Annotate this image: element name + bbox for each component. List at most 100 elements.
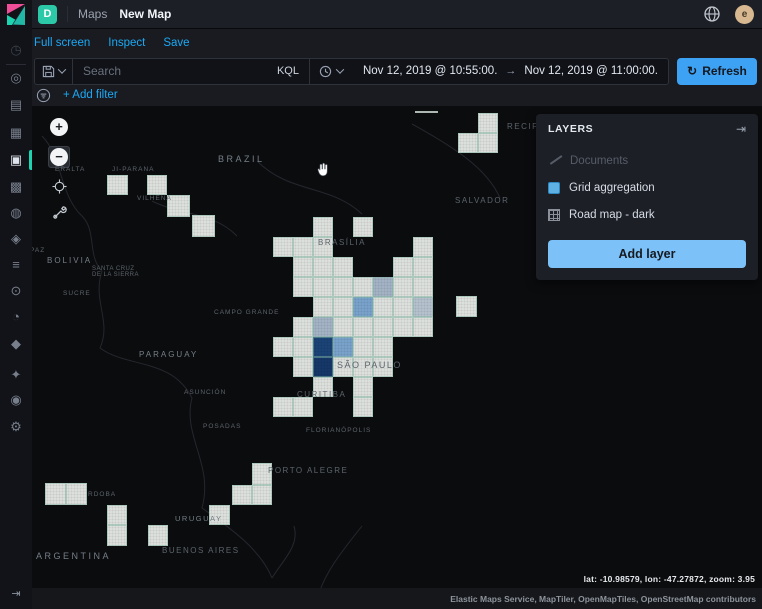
grid-cell[interactable] bbox=[333, 277, 353, 297]
add-filter-button[interactable]: + Add filter bbox=[63, 89, 118, 101]
grid-cell[interactable] bbox=[373, 337, 393, 357]
globe-icon[interactable] bbox=[703, 5, 721, 23]
layer-row-documents[interactable]: Documents bbox=[548, 147, 746, 174]
grid-cell[interactable] bbox=[167, 195, 190, 217]
grid-cell[interactable] bbox=[232, 485, 252, 505]
grid-cell[interactable] bbox=[313, 257, 333, 277]
sidebar-item-dashboard[interactable]: ▦ bbox=[9, 125, 23, 140]
layer-row-grid-aggregation[interactable]: Grid aggregation bbox=[548, 174, 746, 201]
grid-cell[interactable] bbox=[393, 297, 413, 317]
inspect-button[interactable]: Inspect bbox=[108, 36, 146, 49]
time-picker-menu-button[interactable] bbox=[308, 58, 353, 84]
grid-cell[interactable] bbox=[393, 277, 413, 297]
search-input[interactable] bbox=[73, 64, 267, 78]
grid-cell[interactable] bbox=[313, 277, 333, 297]
grid-cell[interactable] bbox=[373, 277, 393, 297]
grid-cell[interactable] bbox=[413, 317, 433, 337]
grid-cell[interactable] bbox=[333, 257, 353, 277]
grid-cell[interactable] bbox=[373, 357, 393, 377]
grid-cell[interactable] bbox=[273, 237, 293, 257]
save-button[interactable]: Save bbox=[163, 36, 190, 49]
grid-cell[interactable] bbox=[353, 357, 373, 377]
grid-cell[interactable] bbox=[393, 257, 413, 277]
saved-query-menu-button[interactable] bbox=[35, 58, 73, 84]
sidebar-item-discover[interactable]: ◎ bbox=[10, 70, 22, 85]
kibana-logo-icon[interactable] bbox=[6, 4, 26, 25]
zoom-out-button[interactable]: − bbox=[48, 146, 70, 168]
grid-cell[interactable] bbox=[333, 337, 353, 357]
breadcrumb-maps[interactable]: Maps bbox=[78, 7, 108, 21]
grid-cell[interactable] bbox=[313, 337, 333, 357]
sidebar-item-monitoring[interactable]: ◉ bbox=[10, 392, 22, 407]
grid-cell[interactable] bbox=[293, 237, 313, 257]
layers-collapse-icon[interactable]: ⇥ bbox=[735, 122, 746, 136]
grid-cell[interactable] bbox=[293, 337, 313, 357]
grid-cell[interactable] bbox=[413, 277, 433, 297]
grid-cell[interactable] bbox=[273, 337, 293, 357]
grid-cell[interactable] bbox=[353, 337, 373, 357]
grid-cell[interactable] bbox=[413, 297, 433, 317]
grid-cell[interactable] bbox=[293, 357, 313, 377]
grid-cell[interactable] bbox=[353, 397, 373, 417]
grid-cell[interactable] bbox=[293, 277, 313, 297]
grid-cell[interactable] bbox=[148, 525, 168, 546]
grid-cell[interactable] bbox=[252, 463, 272, 485]
user-avatar[interactable]: e bbox=[735, 4, 754, 24]
full-screen-button[interactable]: Full screen bbox=[34, 36, 91, 49]
map-canvas[interactable]: + − bbox=[32, 106, 762, 609]
map-attribution[interactable]: Elastic Maps Service, MapTiler, OpenMapT… bbox=[450, 593, 756, 604]
grid-cell[interactable] bbox=[353, 277, 373, 297]
sidebar-item-canvas[interactable]: ▩ bbox=[9, 179, 23, 194]
sidebar-item-maps[interactable]: ▣ bbox=[9, 152, 23, 167]
sidebar-item-uptime[interactable]: ◔ bbox=[12, 309, 20, 324]
grid-cell[interactable] bbox=[478, 133, 498, 153]
grid-cell[interactable] bbox=[313, 217, 333, 237]
grid-cell[interactable] bbox=[313, 297, 333, 317]
layer-row-road-map-dark[interactable]: Road map - dark bbox=[548, 201, 746, 228]
grid-cell[interactable] bbox=[107, 505, 127, 525]
grid-cell[interactable] bbox=[353, 317, 373, 337]
grid-cell[interactable] bbox=[313, 317, 333, 337]
grid-cell[interactable] bbox=[293, 257, 313, 277]
query-language-button[interactable]: KQL bbox=[276, 65, 299, 77]
sidebar-item-recent[interactable]: ◷ bbox=[10, 42, 22, 57]
sidebar-item-siem[interactable]: ◆ bbox=[11, 336, 21, 351]
grid-cell[interactable] bbox=[293, 397, 313, 417]
time-range-start[interactable]: Nov 12, 2019 @ 10:55:00. bbox=[362, 65, 498, 77]
sidebar-item-infrastructure[interactable]: ◈ bbox=[11, 231, 21, 246]
grid-cell[interactable] bbox=[333, 357, 353, 377]
set-view-button[interactable] bbox=[49, 176, 69, 196]
grid-cell[interactable] bbox=[456, 296, 477, 317]
draw-tools-button[interactable] bbox=[49, 202, 69, 222]
grid-cell[interactable] bbox=[209, 505, 230, 525]
space-avatar[interactable]: D bbox=[38, 4, 57, 24]
sidebar-item-logs[interactable]: ≡ bbox=[12, 257, 20, 272]
grid-cell[interactable] bbox=[252, 485, 272, 505]
grid-cell[interactable] bbox=[107, 175, 128, 195]
sidebar-item-visualize[interactable]: ▤ bbox=[9, 97, 23, 112]
grid-cell[interactable] bbox=[333, 297, 353, 317]
grid-cell[interactable] bbox=[393, 317, 413, 337]
grid-cell[interactable] bbox=[458, 133, 478, 153]
zoom-in-button[interactable]: + bbox=[50, 118, 68, 136]
filter-icon[interactable] bbox=[36, 88, 51, 103]
grid-cell[interactable] bbox=[313, 377, 333, 397]
grid-cell[interactable] bbox=[353, 377, 373, 397]
grid-cell[interactable] bbox=[273, 397, 293, 417]
grid-cell[interactable] bbox=[107, 525, 127, 546]
sidebar-collapse-button[interactable]: ⇥ bbox=[11, 588, 21, 600]
grid-cell[interactable] bbox=[373, 317, 393, 337]
grid-cell[interactable] bbox=[313, 237, 333, 257]
sidebar-item-dev-tools[interactable]: ✦ bbox=[10, 367, 22, 382]
time-range-end[interactable]: Nov 12, 2019 @ 11:00:00. bbox=[524, 65, 658, 77]
grid-cell[interactable] bbox=[373, 297, 393, 317]
grid-cell[interactable] bbox=[66, 483, 87, 505]
add-layer-button[interactable]: Add layer bbox=[548, 240, 746, 268]
grid-cell[interactable] bbox=[192, 215, 215, 237]
grid-cell[interactable] bbox=[147, 175, 167, 195]
grid-cell[interactable] bbox=[333, 317, 353, 337]
grid-cell[interactable] bbox=[478, 113, 498, 133]
grid-cell[interactable] bbox=[353, 217, 373, 237]
grid-cell[interactable] bbox=[413, 237, 433, 257]
grid-cell[interactable] bbox=[45, 483, 66, 505]
